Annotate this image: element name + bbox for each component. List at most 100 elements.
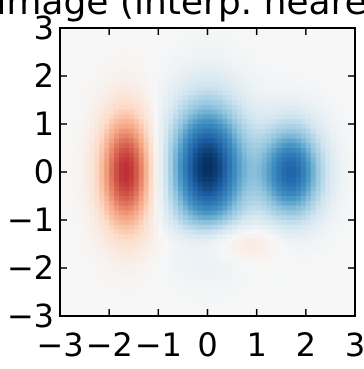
heatmap-cell bbox=[330, 152, 336, 159]
heatmap-cell bbox=[94, 306, 100, 312]
heatmap-cell bbox=[350, 215, 356, 221]
heatmap-cell bbox=[119, 196, 125, 202]
heatmap-cell bbox=[197, 61, 204, 67]
heatmap-cell bbox=[237, 282, 243, 288]
heatmap-cell bbox=[222, 152, 228, 159]
heatmap-cell bbox=[84, 133, 91, 139]
heatmap-cell bbox=[281, 191, 287, 197]
heatmap-cell bbox=[84, 248, 91, 255]
heatmap-cell bbox=[79, 248, 86, 255]
heatmap-cell bbox=[182, 109, 189, 115]
heatmap-cell bbox=[286, 244, 292, 250]
heatmap-cell bbox=[94, 181, 100, 187]
heatmap-cell bbox=[173, 196, 179, 202]
heatmap-cell bbox=[197, 71, 204, 77]
heatmap-cell bbox=[207, 210, 214, 216]
heatmap-cell bbox=[187, 296, 194, 303]
heatmap-cell bbox=[99, 109, 105, 115]
heatmap-cell bbox=[232, 128, 238, 135]
heatmap-cell bbox=[138, 200, 145, 207]
heatmap-cell bbox=[335, 205, 341, 211]
heatmap-cell bbox=[153, 248, 159, 255]
heatmap-cell bbox=[182, 143, 189, 149]
heatmap-cell bbox=[251, 133, 258, 139]
heatmap-cell bbox=[246, 239, 253, 245]
heatmap-cell bbox=[64, 32, 71, 39]
heatmap-cell bbox=[60, 205, 66, 211]
heatmap-cell bbox=[222, 272, 228, 279]
heatmap-cell bbox=[79, 47, 86, 53]
heatmap-cell bbox=[192, 186, 199, 192]
heatmap-cell bbox=[296, 85, 302, 91]
heatmap-cell bbox=[143, 306, 150, 312]
heatmap-cell bbox=[340, 71, 346, 77]
heatmap-cell bbox=[305, 157, 312, 163]
heatmap-cell bbox=[60, 104, 66, 111]
heatmap-cell bbox=[345, 301, 351, 307]
heatmap-cell bbox=[148, 287, 155, 293]
heatmap-cell bbox=[114, 239, 120, 245]
heatmap-cell bbox=[138, 272, 145, 279]
heatmap-cell bbox=[128, 42, 135, 48]
heatmap-cell bbox=[345, 296, 351, 303]
heatmap-cell bbox=[222, 104, 228, 111]
heatmap-cell bbox=[237, 268, 243, 274]
heatmap-cell bbox=[192, 124, 199, 130]
heatmap-cell bbox=[227, 85, 233, 91]
heatmap-cell bbox=[320, 215, 327, 221]
heatmap-cell bbox=[266, 244, 273, 250]
heatmap-cell bbox=[148, 66, 155, 72]
heatmap-cell bbox=[310, 61, 317, 67]
heatmap-cell bbox=[276, 80, 282, 87]
heatmap-cell bbox=[153, 181, 159, 187]
heatmap-cell bbox=[232, 162, 238, 168]
heatmap-cell bbox=[320, 71, 327, 77]
heatmap-cell bbox=[69, 42, 76, 48]
heatmap-cell bbox=[320, 66, 327, 72]
heatmap-cell bbox=[232, 157, 238, 163]
heatmap-cell bbox=[207, 128, 214, 135]
heatmap-cell bbox=[340, 90, 346, 96]
heatmap-cell bbox=[315, 248, 322, 255]
heatmap-cell bbox=[89, 296, 96, 303]
heatmap-cell bbox=[256, 292, 263, 298]
heatmap-cell bbox=[237, 37, 243, 43]
heatmap-cell bbox=[158, 258, 164, 264]
heatmap-cell bbox=[261, 301, 268, 307]
heatmap-cell bbox=[123, 71, 130, 77]
heatmap-cell bbox=[138, 268, 145, 274]
heatmap-cell bbox=[74, 287, 81, 293]
heatmap-cell bbox=[222, 311, 228, 317]
heatmap-cell bbox=[330, 268, 336, 274]
heatmap-cell bbox=[320, 167, 327, 173]
heatmap-cell bbox=[74, 268, 81, 274]
heatmap-cell bbox=[350, 172, 356, 178]
heatmap-cell bbox=[114, 296, 120, 303]
heatmap-cell bbox=[345, 292, 351, 298]
heatmap-cell bbox=[296, 186, 302, 192]
heatmap-cell bbox=[109, 292, 115, 298]
heatmap-cell bbox=[227, 133, 233, 139]
heatmap-cell bbox=[340, 148, 346, 154]
heatmap-cell bbox=[74, 191, 81, 197]
heatmap-cell bbox=[143, 157, 150, 163]
heatmap-cell bbox=[153, 172, 159, 178]
heatmap-cell bbox=[310, 244, 317, 250]
heatmap-cell bbox=[296, 90, 302, 96]
heatmap-cell bbox=[291, 90, 297, 96]
heatmap-cell bbox=[325, 80, 332, 87]
heatmap-cell bbox=[69, 143, 76, 149]
heatmap-cell bbox=[123, 119, 130, 125]
heatmap-cell bbox=[128, 124, 135, 130]
heatmap-cell bbox=[340, 229, 346, 235]
heatmap-cell bbox=[237, 292, 243, 298]
heatmap-cell bbox=[143, 200, 150, 207]
heatmap-cell bbox=[182, 52, 189, 58]
heatmap-cell bbox=[138, 205, 145, 211]
heatmap-cell bbox=[138, 28, 145, 34]
heatmap-cell bbox=[237, 133, 243, 139]
heatmap-cell bbox=[207, 224, 214, 231]
heatmap-cell bbox=[296, 143, 302, 149]
heatmap-cell bbox=[335, 220, 341, 226]
heatmap-cell bbox=[325, 61, 332, 67]
